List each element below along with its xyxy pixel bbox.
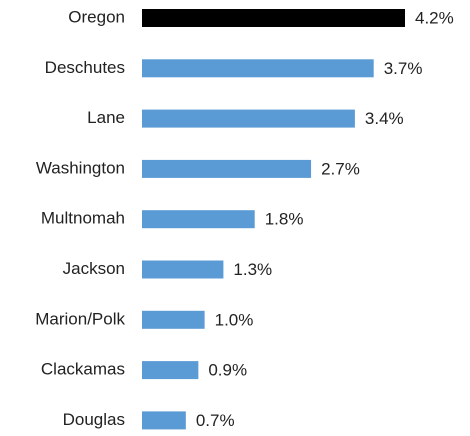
category-label: Clackamas <box>41 360 125 379</box>
value-label: 3.4% <box>365 109 404 128</box>
bar <box>142 260 224 279</box>
bar <box>142 411 186 430</box>
value-label: 2.7% <box>321 159 360 178</box>
category-label: Deschutes <box>45 58 125 77</box>
bar <box>142 210 255 229</box>
bar <box>142 159 312 178</box>
value-label: 0.9% <box>208 361 247 380</box>
category-label: Washington <box>36 158 125 177</box>
category-label: Jackson <box>63 259 125 278</box>
category-label: Multnomah <box>41 209 125 228</box>
bar <box>142 361 199 380</box>
value-label: 1.0% <box>215 310 254 329</box>
category-label: Douglas <box>63 410 125 429</box>
category-label: Oregon <box>68 7 125 26</box>
bar <box>142 59 374 78</box>
bar <box>142 9 405 27</box>
value-label: 4.2% <box>415 8 454 27</box>
value-label: 1.3% <box>233 260 272 279</box>
bar <box>142 310 205 329</box>
value-label: 1.8% <box>265 210 304 229</box>
category-label: Lane <box>87 108 125 127</box>
bar <box>142 109 355 128</box>
value-label: 0.7% <box>196 411 235 430</box>
category-label: Marion/Polk <box>35 309 125 328</box>
value-label: 3.7% <box>384 59 423 78</box>
